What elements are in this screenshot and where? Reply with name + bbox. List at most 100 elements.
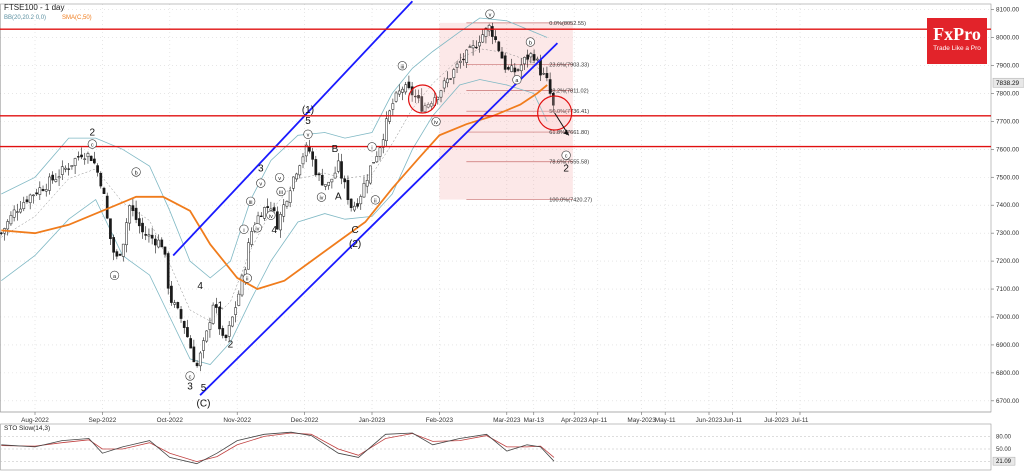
candle-body — [333, 172, 337, 179]
candle-body — [176, 302, 180, 309]
candle-body — [192, 346, 196, 363]
y-tick-label: 7000.00 — [996, 314, 1020, 321]
candle-body — [426, 104, 430, 108]
wave-label: c — [189, 374, 192, 380]
candle-body — [346, 180, 350, 200]
candle-body — [378, 147, 382, 157]
candle-body — [279, 214, 282, 231]
candle-body — [105, 195, 109, 219]
candle-body — [186, 327, 189, 338]
candle-body — [365, 180, 369, 187]
wave-label: iv — [319, 196, 323, 202]
candle-body — [452, 69, 456, 78]
candle-body — [195, 362, 199, 367]
bb-middle-line — [1, 48, 548, 322]
wave-label-circle — [431, 117, 441, 127]
candle-body — [420, 96, 424, 112]
x-tick-label: Jul-11 — [792, 417, 809, 424]
candle-body — [446, 78, 449, 84]
candle-body — [330, 178, 334, 183]
candle-body — [487, 25, 491, 32]
candle-body — [150, 234, 154, 239]
candle-body — [218, 306, 221, 330]
sto-k-line — [1, 431, 555, 465]
candle-body — [157, 239, 160, 248]
fib-level-label: 50.0%(7736.41) — [549, 109, 589, 115]
wave-label: 4 — [197, 281, 203, 292]
candle-body — [263, 207, 266, 219]
wave-label: iii — [400, 64, 404, 70]
candle-body — [89, 155, 93, 162]
price-axis: 6700.00 6800.00 6900.00 7000.00 7100.00 7200.… — [991, 7, 1024, 405]
candle-body — [336, 160, 340, 172]
candle-body — [227, 325, 231, 337]
candle-body — [535, 58, 539, 61]
candle-body — [44, 189, 48, 192]
y-tick-label: 6900.00 — [996, 342, 1020, 349]
candle-body — [394, 92, 398, 102]
candle-body — [372, 162, 375, 164]
candle-body — [237, 293, 241, 306]
candle-body — [189, 338, 193, 349]
wave-label: c — [91, 143, 94, 149]
candle-body — [179, 309, 183, 319]
current-price-label: 7838.29 — [996, 80, 1020, 87]
wave-label: v — [307, 133, 310, 139]
wave-label: 2 — [90, 127, 96, 138]
candle-body — [356, 203, 359, 207]
wave-label-circle — [239, 224, 249, 234]
candle-body — [93, 158, 96, 164]
candle-body — [468, 46, 472, 48]
candle-body — [324, 184, 327, 187]
candle-body — [250, 231, 253, 245]
candle-body — [48, 176, 51, 191]
wave-label-circle — [561, 150, 571, 160]
sto-current-box — [992, 456, 1016, 466]
fib-level-label: 100.0%(7420.27) — [549, 198, 592, 204]
candle-body — [15, 211, 19, 213]
wave-label-circle — [252, 223, 263, 233]
wave-label-circle — [256, 178, 266, 188]
candle-body — [327, 181, 331, 186]
candle-body — [551, 93, 555, 106]
candle-body — [532, 54, 536, 61]
wave-label-circle — [246, 196, 256, 206]
candle-body — [282, 204, 286, 217]
candle-body — [73, 158, 77, 166]
wave-label-circle — [87, 139, 97, 149]
candle-body — [32, 194, 35, 197]
candle-body — [545, 73, 549, 78]
wave-label-circle — [276, 186, 286, 197]
wave-label: 4 — [271, 225, 277, 236]
candle-body — [102, 187, 106, 194]
candle-body — [54, 179, 58, 182]
y-tick-label: 7600.00 — [996, 146, 1020, 153]
x-tick-label: Jan-2023 — [359, 417, 386, 424]
candle-body — [64, 167, 67, 170]
candle-body — [449, 78, 452, 80]
wave-label: 5 — [201, 383, 207, 394]
forecast-arrow-head — [563, 129, 569, 136]
candle-body — [57, 176, 61, 179]
x-tick-label: Jun-2023 — [696, 417, 723, 424]
wave-label-circle — [370, 195, 380, 205]
candle-body — [25, 199, 29, 203]
y-tick-label: 7200.00 — [996, 258, 1020, 265]
candle-body — [141, 222, 144, 233]
wave-label: b — [529, 41, 532, 47]
wave-label: i — [371, 145, 372, 151]
y-tick-label: 7300.00 — [996, 230, 1020, 237]
candle-body — [320, 174, 324, 186]
y-tick-label: 8100.00 — [996, 7, 1020, 14]
candle-body — [247, 242, 250, 270]
candle-body — [516, 69, 520, 71]
candle-body — [478, 42, 481, 47]
candle-body — [397, 90, 401, 95]
y-tick-label: 7100.00 — [996, 286, 1020, 293]
fib-level-label: 38.2%(7811.02) — [549, 88, 589, 94]
channel-upper-line — [172, 0, 414, 257]
candle-body — [234, 307, 237, 315]
wave-label: v — [278, 176, 281, 182]
y-tick-label: 7900.00 — [996, 62, 1020, 69]
